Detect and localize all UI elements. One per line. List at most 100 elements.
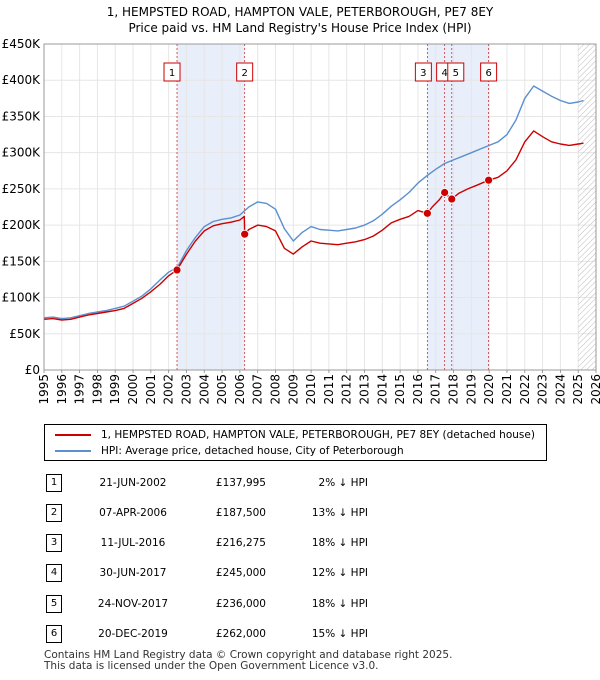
x-tick-label-2017: 2017 — [429, 374, 443, 405]
hpi-line — [43, 85, 584, 320]
sale-label-text-4: 4 — [441, 68, 447, 79]
x-tick-label-2018: 2018 — [447, 374, 461, 405]
sale-number-box: 5 — [46, 595, 62, 613]
sale-row: 1 21-JUN-2002 £137,995 2% ↓ HPI — [44, 474, 464, 492]
sale-label-rect-1 — [163, 62, 181, 82]
footer-licence: This data is licensed under the Open Gov… — [44, 660, 379, 672]
sale-date: 21-JUN-2002 — [99, 477, 167, 489]
shaded-range-1 — [177, 44, 245, 370]
future-hatch — [578, 44, 596, 370]
y-tick-label-350000: £350K — [2, 109, 42, 123]
x-tick-label-2006: 2006 — [233, 374, 247, 405]
legend-label-hpi: HPI: Average price, detached house, City… — [101, 445, 404, 457]
sale-label-box-2: 2 — [236, 62, 254, 82]
x-tick-label-2026: 2026 — [589, 374, 600, 405]
chart-title-line1: 1, HEMPSTED ROAD, HAMPTON VALE, PETERBOR… — [106, 5, 494, 19]
x-tick-label-2007: 2007 — [251, 374, 265, 405]
y-tick-label-0: £0 — [25, 363, 40, 377]
sale-price: £262,000 — [215, 628, 266, 640]
sale-date: 20-DEC-2019 — [98, 628, 168, 640]
sale-hpi-diff: 12% ↓ HPI — [311, 567, 368, 579]
sale-number-box: 6 — [46, 625, 62, 643]
x-tick-label-2013: 2013 — [358, 374, 372, 405]
sale-row: 6 20-DEC-2019 £262,000 15% ↓ HPI — [44, 625, 464, 643]
sale-marker-4 — [440, 188, 450, 197]
sale-date: 07-APR-2006 — [99, 507, 167, 519]
sale-hpi-diff: 2% ↓ HPI — [318, 477, 368, 489]
sale-price: £187,500 — [215, 507, 266, 519]
sale-date: 24-NOV-2017 — [97, 598, 169, 610]
x-tick-label-2005: 2005 — [215, 374, 229, 405]
sale-label-text-6: 6 — [485, 68, 491, 79]
x-tick-label-2001: 2001 — [144, 374, 158, 405]
x-tick-label-1997: 1997 — [73, 374, 87, 405]
x-tick-label-2025: 2025 — [571, 374, 585, 405]
sale-number-box: 1 — [46, 474, 62, 492]
sale-row: 3 11-JUL-2016 £216,275 18% ↓ HPI — [44, 534, 464, 552]
legend: 1, HEMPSTED ROAD, HAMPTON VALE, PETERBOR… — [44, 424, 547, 461]
sale-label-text-1: 1 — [169, 68, 175, 79]
y-tick-label-250000: £250K — [2, 182, 42, 196]
sale-hpi-diff: 15% ↓ HPI — [311, 628, 368, 640]
sale-marker-5 — [447, 194, 457, 204]
x-tick-label-2010: 2010 — [304, 374, 318, 405]
y-tick-label-400000: £400K — [2, 73, 42, 87]
x-tick-label-2004: 2004 — [197, 374, 211, 405]
x-tick-label-2019: 2019 — [464, 374, 478, 405]
legend-swatch-property — [55, 434, 91, 436]
chart-title-line2: Price paid vs. HM Land Registry's House … — [128, 21, 472, 35]
sale-label-box-6: 6 — [480, 62, 498, 82]
x-tick-label-2002: 2002 — [162, 374, 176, 405]
x-tick-label-2024: 2024 — [553, 374, 567, 405]
sale-label-text-2: 2 — [241, 68, 247, 79]
y-tick-label-50000: £50K — [9, 327, 41, 341]
sale-number-box: 4 — [46, 564, 62, 582]
sale-label-rect-3 — [414, 62, 432, 82]
x-tick-label-1998: 1998 — [90, 374, 104, 405]
shaded-range-2 — [427, 44, 489, 370]
sale-label-rect-5 — [447, 62, 465, 82]
sale-label-box-3: 3 — [414, 62, 432, 82]
x-tick-label-1995: 1995 — [37, 374, 51, 405]
footer-copyright: Contains HM Land Registry data © Crown c… — [44, 649, 453, 661]
sale-label-text-3: 3 — [420, 68, 426, 79]
sale-hpi-diff: 18% ↓ HPI — [311, 598, 368, 610]
sale-price: £216,275 — [215, 537, 266, 549]
sale-number-box: 3 — [46, 534, 62, 552]
x-tick-label-2022: 2022 — [518, 374, 532, 405]
sale-date: 11-JUL-2016 — [100, 537, 166, 549]
footer: Contains HM Land Registry data © Crown c… — [44, 650, 452, 672]
y-tick-label-200000: £200K — [2, 218, 42, 232]
sale-label-box-5: 5 — [447, 62, 465, 82]
x-tick-label-1996: 1996 — [55, 374, 69, 405]
x-tick-label-2015: 2015 — [393, 374, 407, 405]
sale-number-box: 2 — [46, 504, 62, 522]
y-tick-label-450000: £450K — [2, 37, 42, 51]
sale-row: 5 24-NOV-2017 £236,000 18% ↓ HPI — [44, 595, 464, 613]
y-tick-label-100000: £100K — [2, 291, 42, 305]
x-tick-label-1999: 1999 — [108, 374, 122, 405]
sale-price: £236,000 — [215, 598, 266, 610]
sale-hpi-diff: 13% ↓ HPI — [311, 507, 368, 519]
sale-label-rect-6 — [480, 62, 498, 82]
legend-swatch-hpi — [55, 450, 91, 452]
x-tick-label-2021: 2021 — [500, 374, 514, 405]
sale-row: 4 30-JUN-2017 £245,000 12% ↓ HPI — [44, 564, 464, 582]
sale-marker-2 — [240, 229, 250, 239]
sale-label-rect-2 — [236, 62, 254, 82]
x-tick-label-2012: 2012 — [340, 374, 354, 405]
x-tick-label-2003: 2003 — [179, 374, 193, 405]
x-tick-label-2023: 2023 — [536, 374, 550, 405]
x-tick-label-2016: 2016 — [411, 374, 425, 405]
sale-marker-6 — [484, 175, 494, 185]
sale-marker-3 — [422, 208, 432, 218]
sale-row: 2 07-APR-2006 £187,500 13% ↓ HPI — [44, 504, 464, 522]
sale-price: £245,000 — [215, 567, 266, 579]
x-tick-label-2011: 2011 — [322, 374, 336, 405]
plot-frame — [43, 43, 597, 371]
sale-marker-1 — [172, 265, 182, 275]
x-tick-label-2014: 2014 — [375, 374, 389, 405]
sale-label-text-5: 5 — [453, 68, 459, 79]
x-tick-label-2009: 2009 — [286, 374, 300, 405]
